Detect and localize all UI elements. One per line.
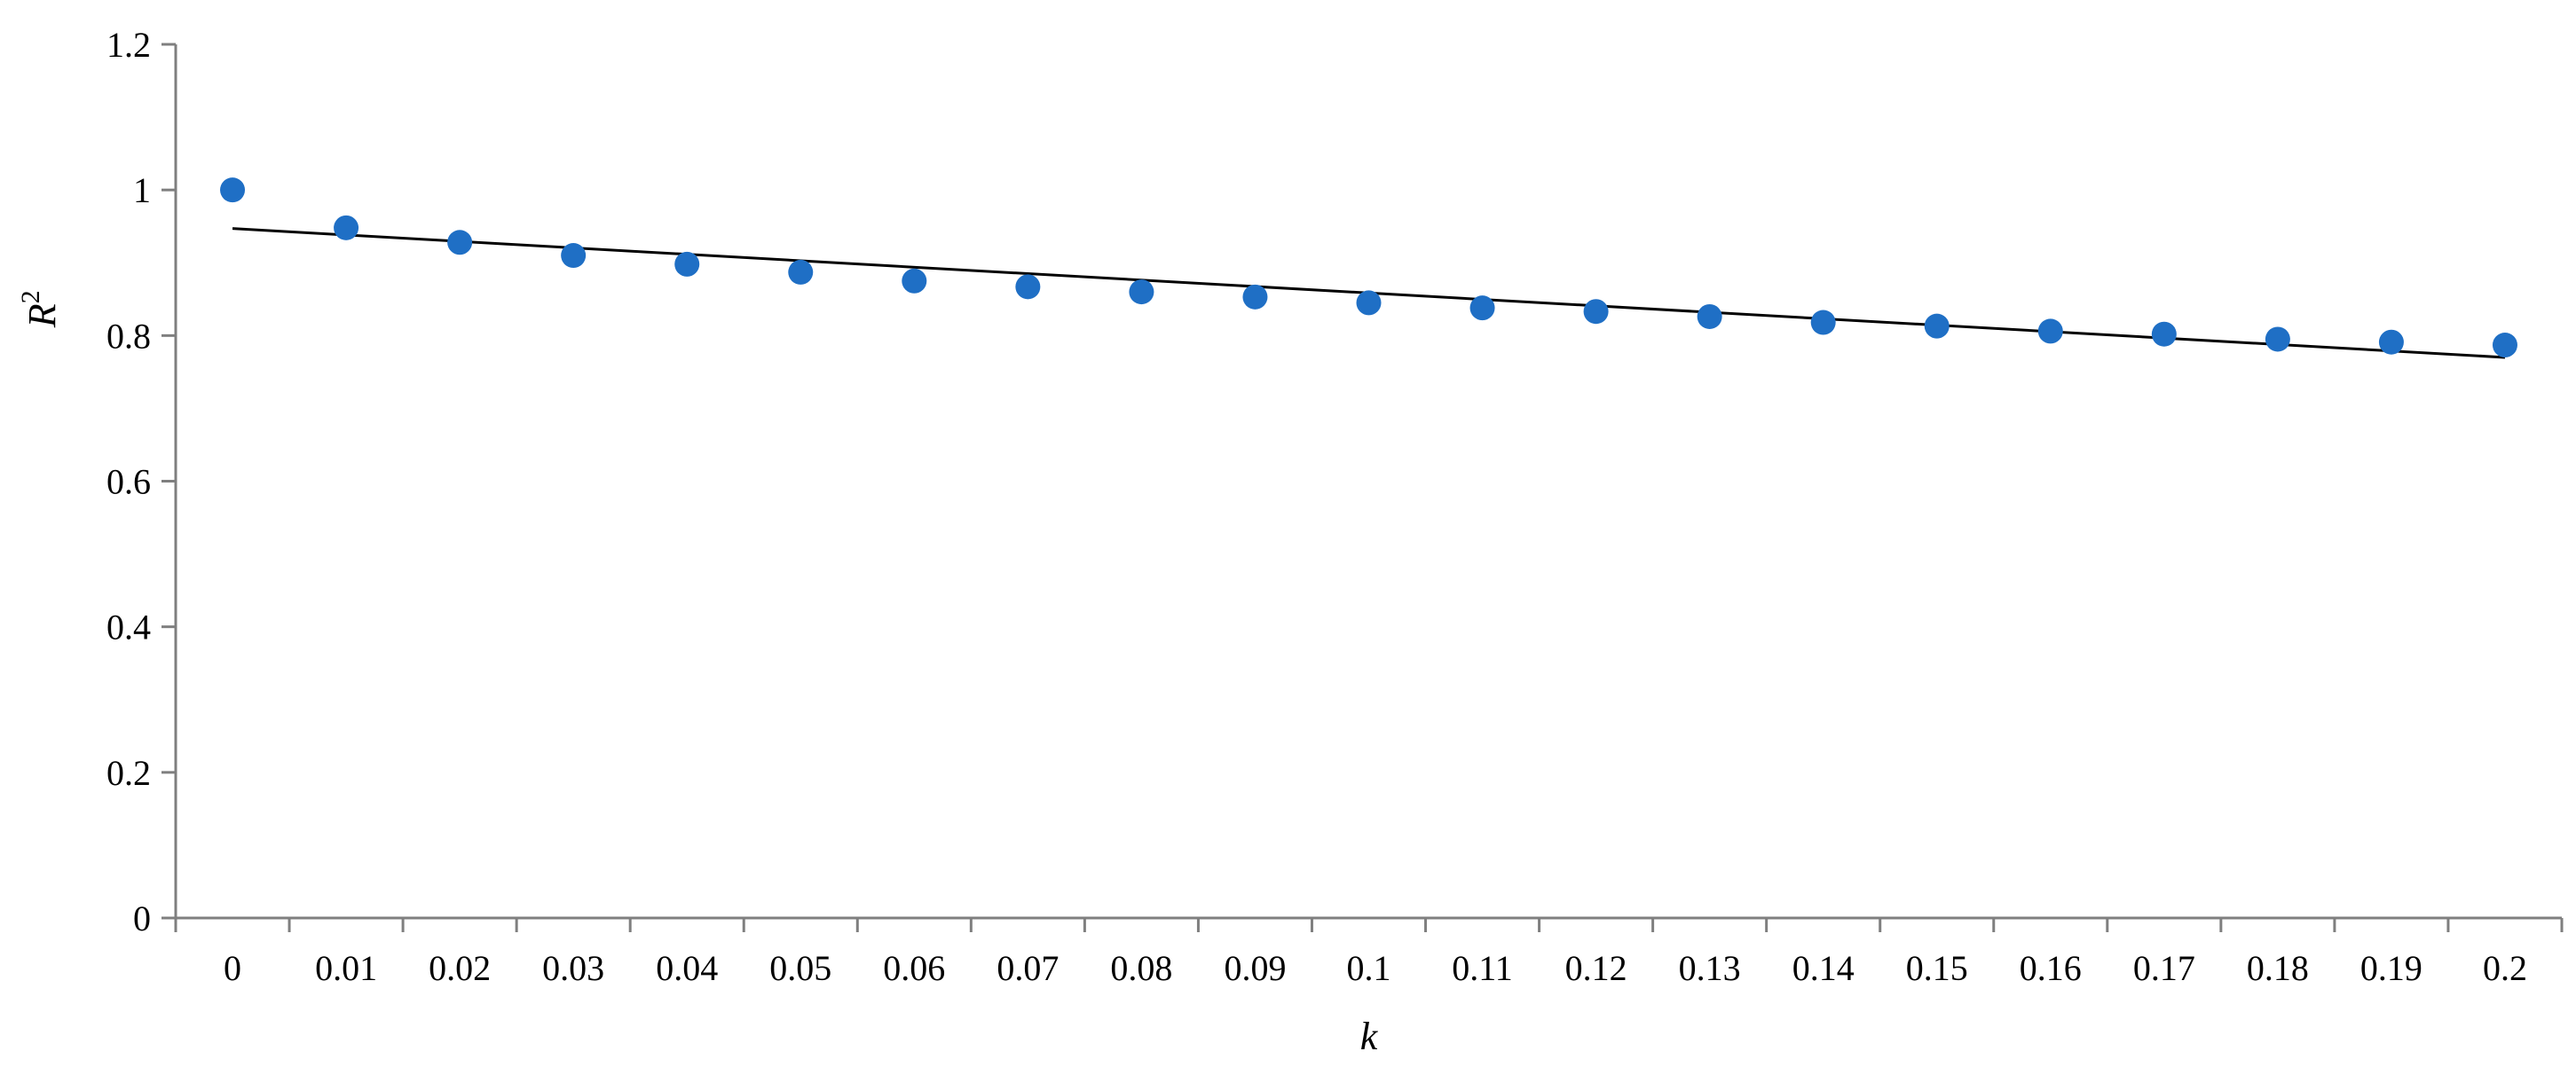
x-axis-ticks: 0 0.01 0.02 0.03 0.04 0.05 0.06 0.07 0.08 0.09 0.1… [174, 918, 2564, 988]
data-point [674, 251, 700, 277]
x-tick-label: 0.04 [656, 948, 718, 988]
x-tick-label: 0.19 [2360, 948, 2422, 988]
x-tick-label: 0.01 [315, 948, 377, 988]
data-point [2492, 333, 2517, 358]
y-tick-label: 0 [133, 898, 151, 938]
x-tick-label: 0.07 [997, 948, 1059, 988]
data-point [220, 177, 246, 203]
x-tick-label: 0.2 [2483, 948, 2527, 988]
data-point [788, 259, 814, 285]
x-tick-label: 0.17 [2133, 948, 2195, 988]
x-tick-label: 0.09 [1224, 948, 1286, 988]
data-point [1810, 310, 1836, 335]
data-point [447, 230, 473, 255]
data-point [902, 268, 927, 294]
data-point [2265, 326, 2290, 352]
x-tick-label: 0.16 [2020, 948, 2082, 988]
x-tick-label: 0.03 [542, 948, 604, 988]
x-tick-label: 0.06 [883, 948, 945, 988]
x-tick-label: 0.05 [769, 948, 831, 988]
data-point [334, 215, 359, 240]
data-point [561, 243, 587, 269]
data-point [1469, 295, 1495, 321]
data-point [1924, 313, 1950, 339]
x-tick-label: 0.08 [1110, 948, 1172, 988]
x-tick-label: 0 [224, 948, 241, 988]
data-point [1015, 274, 1041, 300]
y-axis-title: R2 [16, 290, 64, 328]
y-tick-label: 1 [133, 170, 151, 210]
data-point [2378, 329, 2404, 355]
x-axis-title: k [1360, 1015, 1379, 1058]
x-tick-label: 0.15 [1906, 948, 1968, 988]
y-tick-label: 1.2 [106, 25, 151, 65]
data-point [2037, 318, 2063, 344]
y-tick-label: 0.4 [106, 608, 151, 647]
data-point [1583, 299, 1609, 325]
x-tick-label: 0.12 [1565, 948, 1627, 988]
y-axis-title-main: R [20, 303, 64, 328]
data-point [1697, 303, 1722, 329]
x-tick-label: 0.11 [1452, 948, 1513, 988]
axes [174, 44, 2562, 920]
data-points [220, 177, 2517, 358]
x-tick-label: 0.14 [1792, 948, 1855, 988]
data-point [1242, 284, 1268, 310]
x-tick-label: 0.02 [429, 948, 491, 988]
x-tick-label: 0.13 [1679, 948, 1741, 988]
data-point [2151, 321, 2177, 347]
y-tick-label: 0.6 [106, 462, 151, 502]
y-tick-label: 0.8 [106, 316, 151, 356]
x-tick-label: 0.1 [1347, 948, 1391, 988]
y-axis-title-superscript: 2 [16, 290, 45, 303]
data-point [1129, 279, 1154, 305]
data-point [1356, 290, 1382, 316]
y-tick-label: 0.2 [106, 753, 151, 793]
y-axis-ticks: 0 0.2 0.4 0.6 0.8 1 1.2 [106, 25, 176, 938]
x-tick-label: 0.18 [2247, 948, 2309, 988]
